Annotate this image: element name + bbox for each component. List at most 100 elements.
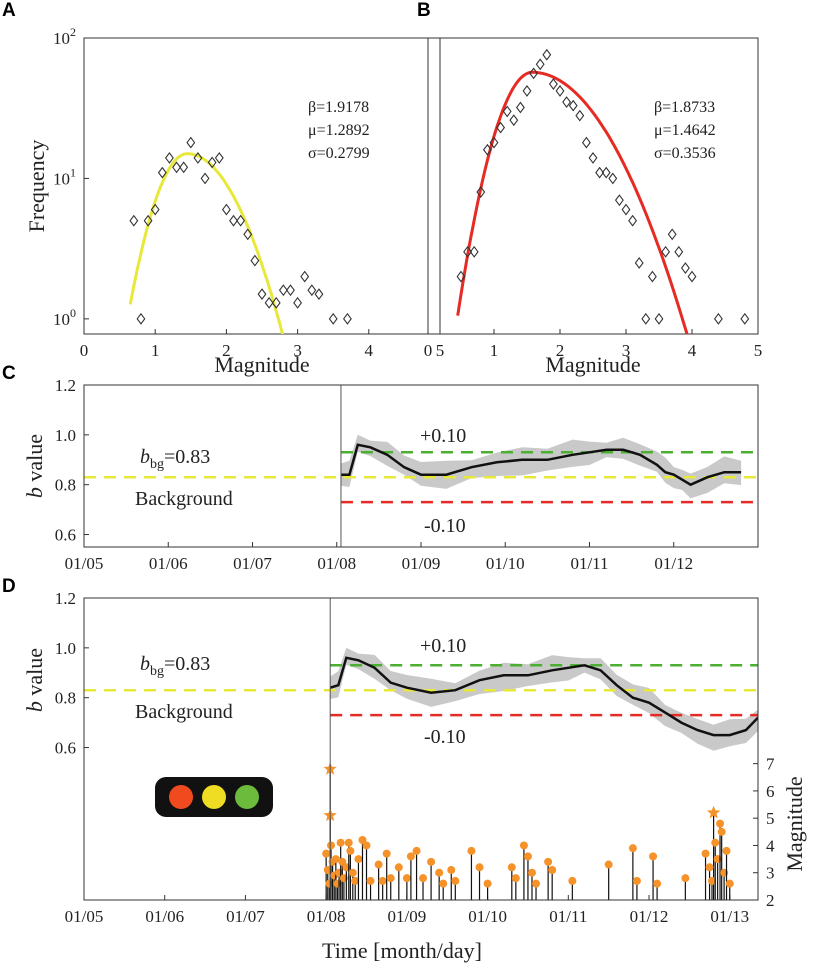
panel-a-data-point <box>271 296 281 309</box>
panel-b-xtick-label: 5 <box>754 341 763 360</box>
event-marker <box>348 868 357 877</box>
panel-c-ytick-label: 1.2 <box>55 376 76 395</box>
panel-d-xtick-label: 01/10 <box>468 907 507 926</box>
panel-d-bbg-b: b <box>140 653 150 675</box>
panel-b-data-point <box>667 228 677 241</box>
event-marker <box>326 841 335 850</box>
event-marker <box>402 874 411 883</box>
panel-c-xtick-label: 01/12 <box>654 554 693 573</box>
panel-c-xtick-label: 01/07 <box>233 554 272 573</box>
panel-a-xtick-label: 3 <box>293 341 302 360</box>
panel-b-data-point <box>654 312 664 325</box>
panel-a-data-point <box>307 284 317 297</box>
panel-d-xtick-label: 01/11 <box>549 907 587 926</box>
panel-c-ylabel: b value <box>22 434 47 498</box>
panel-b-xtick-label: 2 <box>556 341 565 360</box>
panel-b: 0 1 2 3 4 5 Magnitude β=1.8733 μ=1.4642 σ=0.3… <box>424 37 763 377</box>
panel-c-bbg-value: =0.83 <box>164 446 210 468</box>
panel-b-data-point <box>687 270 697 283</box>
event-marker <box>346 846 355 855</box>
panel-c-xtick-label: 01/08 <box>317 554 356 573</box>
panel-c-xtick-label: 01/06 <box>149 554 188 573</box>
panel-d-xlabel: Time [month/day] <box>322 938 482 963</box>
panel-b-xtick-label: 0 <box>424 341 433 360</box>
panel-a-data-point <box>193 151 203 164</box>
panel-a-data-point <box>136 312 146 325</box>
panel-a-fit-curve <box>128 152 285 334</box>
panel-label-a: A <box>2 0 16 21</box>
panel-b-data-point <box>535 58 545 71</box>
panel-c-bbg-label: bbg=0.83 <box>140 446 210 472</box>
panel-a-xtick-label: 1 <box>151 341 160 360</box>
panel-a-xtick-label: 0 <box>80 341 89 360</box>
panel-a-data-point <box>250 254 260 267</box>
panel-c-minus-label: -0.10 <box>424 515 466 537</box>
panel-d-xtick-label: 01/06 <box>145 907 184 926</box>
panel-d-right-ylabel: Magnitude <box>782 776 807 871</box>
panel-d: 01/05 01/06 01/07 01/08 01/09 01/10 01/11 01/12… <box>22 589 807 963</box>
panel-a-ytick-label: 101 <box>53 165 76 188</box>
panel-a-data-point <box>257 288 267 301</box>
panel-a-data-point <box>286 284 295 297</box>
panel-d-xtick-label: 01/05 <box>65 907 104 926</box>
panel-b-data-point <box>502 105 512 118</box>
panel-a-data-point <box>229 214 238 227</box>
panel-b-frame <box>427 37 759 335</box>
event-marker <box>451 876 460 885</box>
panel-c-uncertainty-band <box>341 434 742 499</box>
panel-d-background-label: Background <box>135 701 233 723</box>
panel-d-bbg-sub: bg <box>150 664 164 679</box>
event-marker <box>701 849 710 858</box>
panel-b-data-point <box>496 121 506 134</box>
panel-b-data-point <box>568 99 578 112</box>
panel-c-ylabel-b: b <box>22 487 47 498</box>
panel-c-background-label: Background <box>135 488 233 510</box>
panel-a-data-point <box>172 161 181 174</box>
panel-label-d: D <box>2 576 16 597</box>
panel-b-data-point <box>456 270 466 283</box>
event-marker <box>366 876 375 885</box>
panel-d-mag-tick-label: 5 <box>766 809 775 828</box>
event-marker <box>711 838 720 847</box>
panel-b-data-point <box>595 166 605 179</box>
panel-a-beta: β=1.9178 <box>308 99 369 116</box>
panel-b-data-point <box>555 84 565 97</box>
event-marker <box>338 857 347 866</box>
panel-a-data-point <box>264 296 274 309</box>
panel-b-beta: β=1.8733 <box>654 99 715 116</box>
panel-d-uncertainty-band <box>330 647 758 751</box>
panel-b-data-point <box>601 166 611 179</box>
event-marker <box>467 846 476 855</box>
panel-b-data-point <box>641 312 651 325</box>
panel-b-data-point <box>482 143 492 156</box>
panel-a-data-point <box>243 228 253 241</box>
event-marker <box>331 855 340 864</box>
panel-a-data-point <box>214 151 224 164</box>
panel-d-ytick-label: 0.6 <box>55 739 76 758</box>
panel-b-data-point <box>469 245 479 258</box>
panel-b-xtick-label: 3 <box>622 341 631 360</box>
panel-c-xtick-label: 01/09 <box>402 554 441 573</box>
event-marker <box>544 857 553 866</box>
panel-b-data-point <box>713 312 723 325</box>
panel-b-data-point <box>581 136 591 149</box>
panel-d-mag-tick-label: 4 <box>766 836 775 855</box>
panel-b-data-point <box>628 214 638 227</box>
panel-b-data-point <box>740 312 750 325</box>
panel-a-xtick-label: 2 <box>222 341 231 360</box>
panel-d-xtick-label: 01/09 <box>388 907 427 926</box>
panel-b-xtick-label: 1 <box>490 341 499 360</box>
event-marker <box>439 879 448 888</box>
panel-c-frame <box>83 384 759 548</box>
panel-a-data-point <box>343 312 352 325</box>
panel-a-data-point <box>129 214 139 227</box>
event-marker <box>604 860 613 869</box>
panel-a-data-point <box>200 172 210 185</box>
traffic-light-green <box>235 785 259 809</box>
panel-d-ytick-label: 1.2 <box>55 589 76 608</box>
event-marker <box>548 866 557 874</box>
panel-d-mag-tick-label: 7 <box>766 755 775 774</box>
event-marker <box>523 852 532 861</box>
panel-b-data-point <box>476 186 486 198</box>
event-marker <box>519 841 528 850</box>
